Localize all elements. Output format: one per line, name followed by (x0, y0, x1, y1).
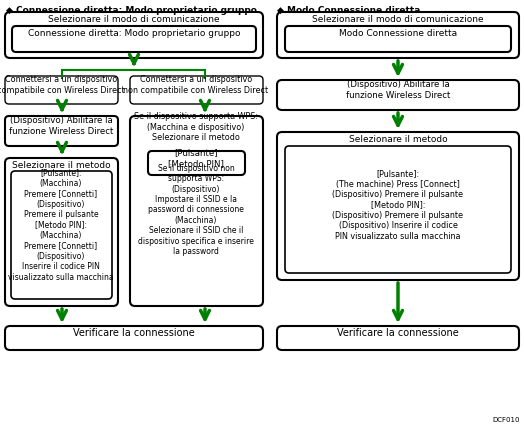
Text: Modo Connessione diretta: Modo Connessione diretta (339, 29, 457, 37)
Text: Verificare la connessione: Verificare la connessione (337, 328, 459, 338)
Text: Connessione diretta: Modo proprietario gruppo: Connessione diretta: Modo proprietario g… (28, 29, 240, 37)
Text: Selezionare il modo di comunicazione: Selezionare il modo di comunicazione (312, 14, 484, 23)
Text: ◆ Modo Connessione diretta: ◆ Modo Connessione diretta (277, 6, 420, 15)
FancyBboxPatch shape (148, 151, 245, 175)
Text: Selezionare il metodo: Selezionare il metodo (12, 161, 111, 170)
FancyBboxPatch shape (11, 171, 112, 299)
Text: ◆ Connessione diretta: Modo proprietario gruppo: ◆ Connessione diretta: Modo proprietario… (6, 6, 257, 15)
Text: Verificare la connessione: Verificare la connessione (73, 328, 195, 338)
Text: Se il dispositivo supporta WPS:
(Macchina e dispositivo)
Selezionare il metodo: Se il dispositivo supporta WPS: (Macchin… (134, 112, 258, 142)
Text: Selezionare il modo di comunicazione: Selezionare il modo di comunicazione (48, 14, 220, 23)
Text: (Dispositivo) Abilitare la
funzione Wireless Direct: (Dispositivo) Abilitare la funzione Wire… (346, 80, 450, 100)
FancyBboxPatch shape (285, 26, 511, 52)
FancyBboxPatch shape (5, 158, 118, 306)
FancyBboxPatch shape (277, 326, 519, 350)
Text: [Pulsante]:
(The machine) Press [Connect]
(Dispositivo) Premere il pulsante
[Met: [Pulsante]: (The machine) Press [Connect… (333, 169, 464, 241)
Text: Selezionare il metodo: Selezionare il metodo (348, 135, 447, 144)
Text: (Dispositivo) Abilitare la
funzione Wireless Direct: (Dispositivo) Abilitare la funzione Wire… (9, 116, 113, 136)
Text: Connettersi a un dispositivo
compatibile con Wireless Direct: Connettersi a un dispositivo compatibile… (0, 75, 125, 95)
FancyBboxPatch shape (5, 326, 263, 350)
Text: DCF010: DCF010 (493, 417, 520, 423)
Text: [Pulsante]:
(Macchina)
Premere [Connetti]
(Dispositivo)
Premere il pulsante
[Met: [Pulsante]: (Macchina) Premere [Connetti… (8, 169, 114, 282)
FancyBboxPatch shape (5, 12, 263, 58)
Text: [Pulsante]
[Metodo PIN]: [Pulsante] [Metodo PIN] (168, 148, 224, 168)
Text: Se il dispositivo non
supporta WPS:
(Dispositivo)
Impostare il SSID e la
passwor: Se il dispositivo non supporta WPS: (Dis… (138, 164, 254, 256)
FancyBboxPatch shape (12, 26, 256, 52)
FancyBboxPatch shape (130, 116, 263, 306)
Text: Connettersi a un dispositivo
non compatibile con Wireless Direct: Connettersi a un dispositivo non compati… (124, 75, 269, 95)
FancyBboxPatch shape (130, 76, 263, 104)
FancyBboxPatch shape (5, 76, 118, 104)
FancyBboxPatch shape (277, 80, 519, 110)
FancyBboxPatch shape (277, 12, 519, 58)
FancyBboxPatch shape (5, 116, 118, 146)
FancyBboxPatch shape (285, 146, 511, 273)
FancyBboxPatch shape (277, 132, 519, 280)
